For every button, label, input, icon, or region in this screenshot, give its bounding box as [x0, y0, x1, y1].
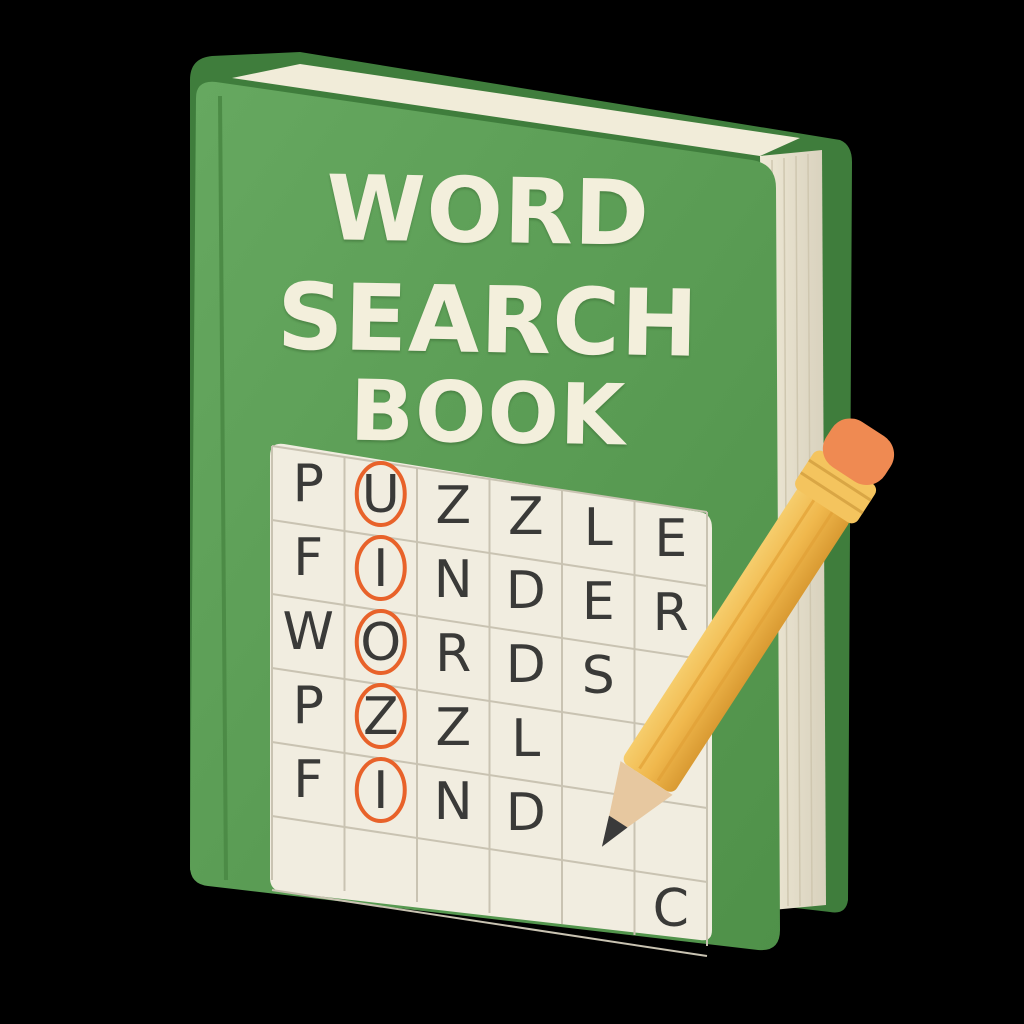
grid-letter: U [362, 465, 400, 525]
pencil-body [623, 487, 850, 792]
grid-line [271, 667, 708, 735]
grid-letter: R [653, 583, 689, 643]
pencil-ferrule [795, 450, 877, 524]
grid-letter: P [293, 454, 324, 514]
book-pages-top [232, 64, 800, 156]
grid-letter: P [293, 676, 324, 736]
grid-letter: Z [363, 687, 399, 747]
grid-letter: I [373, 761, 388, 821]
cover-title-book: BOOK [349, 361, 627, 465]
grid-letter: F [293, 750, 323, 810]
pencil-facet [656, 509, 835, 782]
grid-letter: Z [435, 698, 471, 758]
book-spine-crease [218, 95, 228, 881]
grid-letter: S [582, 646, 615, 706]
grid-letter: E [582, 572, 615, 632]
grid-letter: F [293, 528, 323, 588]
cover-title-search: SEARCH [276, 263, 700, 378]
pencil-facet [638, 497, 817, 770]
grid-line [271, 889, 708, 957]
grid-letter: D [506, 635, 546, 695]
pencil-icon [601, 418, 895, 847]
letter-circle [354, 757, 407, 823]
grid-line [271, 815, 708, 883]
grid-letter: C [653, 879, 689, 939]
letter-circle [354, 609, 407, 675]
grid-letter: R [435, 624, 471, 684]
puzzle-grid: P U Z Z L EF I N D E RW O R D SP Z Z LF I N DC [270, 443, 712, 957]
pencil-lead [601, 815, 628, 847]
grid-letter: E [654, 509, 687, 569]
letter-circle [354, 461, 407, 527]
grid-letter: L [584, 498, 613, 558]
grid-line [271, 519, 708, 587]
pencil-eraser [822, 418, 895, 485]
grid-letter: O [360, 613, 401, 673]
grid-letter: Z [508, 487, 544, 547]
grid-letter: N [434, 550, 473, 610]
cover-title-word: WORD [325, 156, 651, 267]
grid-letter: L [511, 709, 540, 769]
grid-line [271, 445, 708, 513]
grid-letter: D [506, 561, 546, 621]
grid-line [271, 593, 708, 661]
letter-circle [354, 683, 407, 749]
puzzle-paper [270, 443, 712, 941]
grid-letter: Z [435, 476, 471, 536]
letter-circle [354, 535, 407, 601]
grid-letter: I [373, 539, 388, 599]
grid-letter: N [434, 772, 473, 832]
grid-letter: D [506, 783, 546, 843]
grid-letter: W [283, 602, 334, 662]
